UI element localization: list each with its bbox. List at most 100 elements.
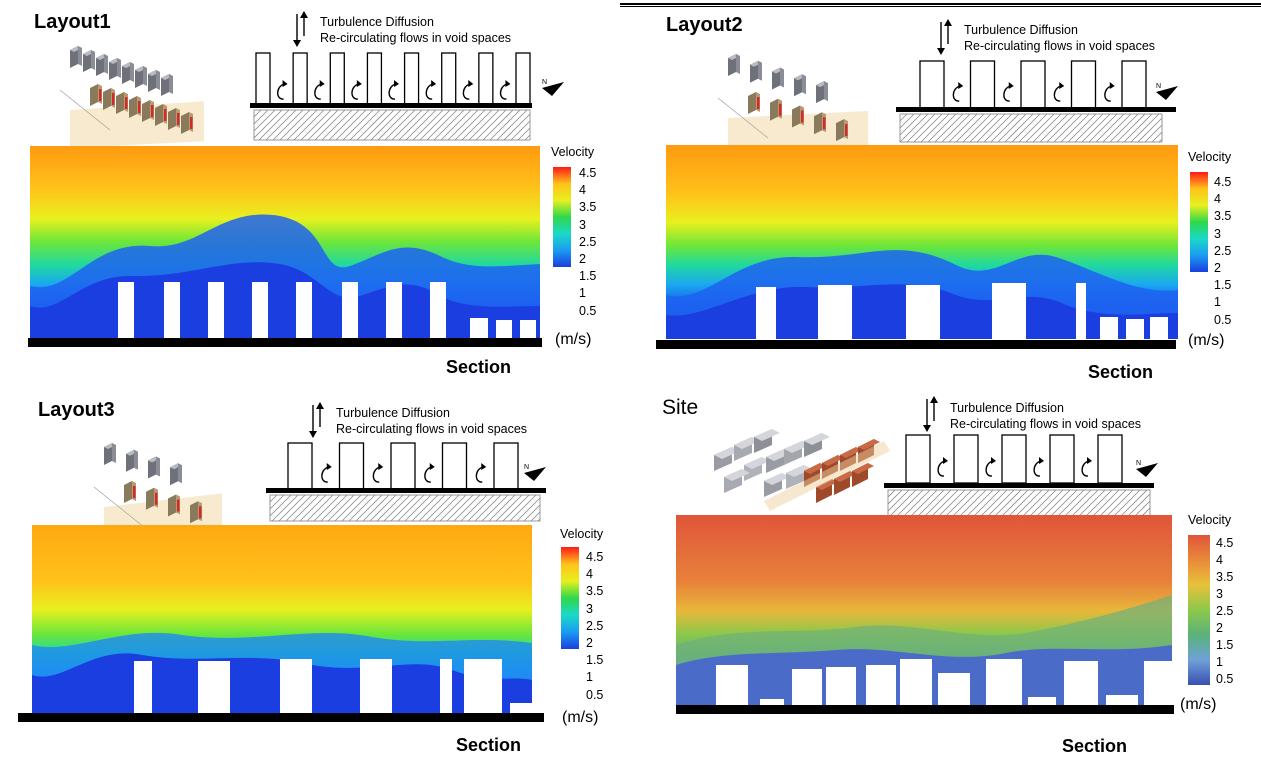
legend-title: Velocity xyxy=(551,145,595,159)
legend-tick-label: 4.5 xyxy=(586,550,604,564)
section-building xyxy=(252,282,268,338)
iso-block xyxy=(148,456,156,479)
legend-unit: (m/s) xyxy=(555,331,592,348)
legend-tick-label: 0.5 xyxy=(579,303,597,318)
up-down-arrow-icon xyxy=(309,402,324,438)
recirculation-label: Re-circulating flows in void spaces xyxy=(964,39,1156,53)
section-building xyxy=(792,669,822,707)
legend-tick-label: 3.5 xyxy=(586,584,604,599)
panel-title: Layout3 xyxy=(38,399,115,421)
iso-block xyxy=(161,74,169,96)
panel-layout2: Layout2 Turbulence Diffusion Re-circulat… xyxy=(630,0,1260,382)
section-label: Section xyxy=(456,735,522,755)
panel-layout1: Layout1 Turbulence Diffusion Re-circulat… xyxy=(0,0,630,379)
panel-site: Site Turbulence Diffusion Re-circulating… xyxy=(630,379,1260,758)
schematic-building xyxy=(1020,60,1046,109)
schematic-building xyxy=(441,442,468,490)
section-building xyxy=(198,661,230,713)
north-arrow-icon: N xyxy=(524,464,546,481)
iso-block xyxy=(170,463,178,486)
legend-title: Velocity xyxy=(1188,513,1232,527)
iso-block xyxy=(104,443,112,465)
recirculation-arrow-icon xyxy=(277,80,288,100)
section-building xyxy=(280,659,312,713)
north-arrow-icon: N xyxy=(542,79,564,96)
isometric-layout-icon xyxy=(59,46,204,148)
legend-tick-label: 3 xyxy=(579,217,586,232)
schematic-building xyxy=(441,52,457,107)
velocity-contour-section xyxy=(666,145,1178,339)
legend-tick-label: 1.5 xyxy=(586,653,604,668)
schematic-building xyxy=(287,442,313,490)
section-label: Section xyxy=(1088,362,1154,382)
ground-hatching xyxy=(899,113,1163,143)
section-building xyxy=(716,665,748,707)
schematic-building xyxy=(338,442,365,490)
legend-colorbar xyxy=(1188,535,1210,685)
section-schematic: N xyxy=(250,11,564,141)
iso-block xyxy=(816,81,824,104)
recirculation-arrow-icon xyxy=(475,463,487,483)
section-building xyxy=(1126,319,1144,339)
legend-tick-label: 4 xyxy=(1216,553,1223,567)
panel-title: Layout1 xyxy=(34,11,111,33)
recirculation-arrow-icon xyxy=(425,80,437,100)
north-arrow-icon: N xyxy=(1156,83,1178,100)
recirculation-arrow-icon xyxy=(1003,82,1014,102)
iso-block xyxy=(148,70,156,92)
schematic-building xyxy=(1001,434,1027,484)
legend-tick-label: 3 xyxy=(1216,587,1223,601)
section-building xyxy=(1144,661,1172,707)
schematic-labels: Turbulence Diffusion Re-circulating flow… xyxy=(964,22,1155,54)
section-building xyxy=(900,659,932,707)
legend-tick-label: 4.5 xyxy=(1214,175,1232,189)
section-building xyxy=(986,659,1022,707)
section-building xyxy=(430,282,446,338)
recirculation-arrow-icon xyxy=(1053,82,1065,102)
section-building xyxy=(134,661,152,713)
iso-block xyxy=(168,494,176,517)
section-label: Section xyxy=(446,357,512,377)
iso-block xyxy=(792,105,800,128)
recirculation-arrow-icon xyxy=(462,80,474,100)
ground-plane xyxy=(676,705,1174,714)
legend-tick-label: 1 xyxy=(1216,655,1223,669)
recirculation-arrow-icon xyxy=(1081,457,1092,477)
legend-colorbar xyxy=(553,167,571,267)
section-schematic: N xyxy=(266,402,546,522)
iso-block xyxy=(750,60,758,83)
section-building xyxy=(296,282,312,338)
legend-tick-label: 1.5 xyxy=(1214,278,1232,293)
legend-tick-label: 2.5 xyxy=(1214,243,1232,258)
iso-block xyxy=(814,112,822,135)
turbulence-label: Turbulence Diffusion xyxy=(336,406,450,420)
recirculation-label: Re-circulating flows in void spaces xyxy=(320,31,512,45)
velocity-contour-section xyxy=(32,525,532,713)
recirculation-arrow-icon xyxy=(321,463,332,483)
turbulence-label: Turbulence Diffusion xyxy=(950,401,1064,415)
iso-block xyxy=(135,66,143,88)
section-building xyxy=(992,283,1026,339)
schematic-building xyxy=(329,52,345,107)
ground-plane xyxy=(656,340,1176,349)
legend-tick-label: 1 xyxy=(1214,295,1221,310)
section-building xyxy=(1100,317,1118,339)
legend-title: Velocity xyxy=(1188,150,1232,164)
section-building xyxy=(440,659,452,713)
section-building xyxy=(1106,695,1138,707)
schematic-building xyxy=(493,442,519,490)
recirculation-label: Re-circulating flows in void spaces xyxy=(336,422,528,436)
legend-unit: (m/s) xyxy=(562,709,599,726)
section-building xyxy=(470,318,488,338)
section-building xyxy=(164,282,180,338)
iso-block xyxy=(794,74,802,97)
up-down-arrow-icon xyxy=(923,396,938,432)
velocity-contour-section xyxy=(676,515,1172,707)
north-arrow-icon: N xyxy=(1136,460,1158,477)
iso-block xyxy=(181,112,189,134)
iso-block xyxy=(109,58,117,80)
schematic-building xyxy=(292,52,308,107)
iso-block xyxy=(748,92,756,114)
ground-hatching xyxy=(269,494,541,522)
legend-tick-label: 2 xyxy=(586,636,593,650)
